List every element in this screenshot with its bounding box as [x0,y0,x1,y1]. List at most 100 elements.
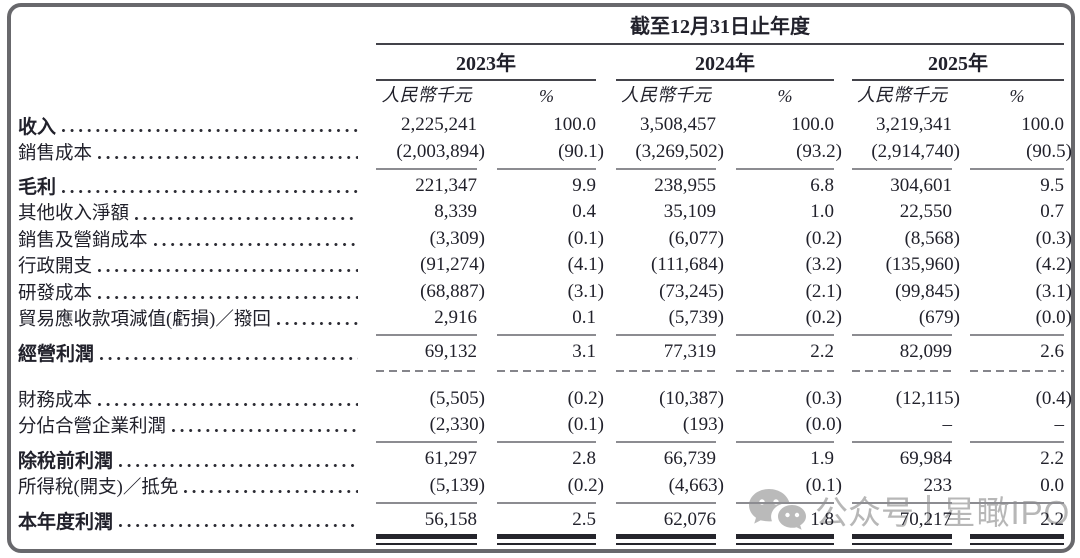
percent-cell: 1.0 [736,199,834,225]
percent-cell: (3.2) [736,252,842,278]
percent-cell: (0.1) [736,473,842,499]
cell-value: (0.4) [1035,387,1072,409]
dashed-rule [497,369,596,372]
double-rule [497,534,596,546]
amount-cell: 22,550 [852,199,952,225]
amount-cell: 62,076 [616,507,716,533]
cell-value: 1.9 [810,448,834,470]
amount-cell: (10,387) [616,386,724,412]
solid-rule [376,167,477,170]
percent-cell: 0.0 [970,473,1064,499]
cell-value: (679) [918,306,960,328]
solid-rule [970,334,1064,337]
year-header-2023: 2023年 [376,45,596,81]
percent-cell: (0.3) [970,226,1072,252]
cell-value: 9.9 [572,174,596,196]
percent-header: % [1009,86,1025,106]
dotted-leader [119,463,358,467]
percent-cell: 2.8 [497,446,596,472]
cell-value: 62,076 [663,509,716,531]
percent-cell: (3.1) [497,278,604,304]
cell-value: 238,955 [654,174,716,196]
cell-value: 3,219,341 [876,114,952,136]
row-label-text: 本年度利潤 [18,511,114,533]
period-title: 截至12月31日止年度 [376,12,1064,45]
amount-cell: (12,115) [852,386,960,412]
solid-rule [736,167,834,170]
watermark: 公众号 星瞰IPO [748,486,1070,534]
percent-cell: 2.2 [970,446,1064,472]
row-label-text: 財務成本 [18,390,93,411]
amount-cell: (73,245) [616,278,724,304]
percent-cell: 1.9 [736,446,834,472]
solid-rule [376,334,477,337]
solid-rule [616,167,716,170]
cell-value: 0.0 [1040,474,1064,496]
cell-value: (3,309) [429,227,485,249]
solid-rule [970,167,1064,170]
cell-value: (0.2) [567,474,604,496]
cell-value: 0.1 [572,306,596,328]
amount-cell: 69,984 [852,446,952,472]
percent-cell: 100.0 [970,112,1064,138]
solid-rule [736,441,834,444]
amount-cell: 61,297 [376,446,477,472]
percent-cell: (3.1) [970,278,1072,304]
row-label: 收入 [18,112,360,138]
solid-rule [376,441,477,444]
amount-cell: (679) [852,305,960,331]
percent-cell: (0.2) [497,386,604,412]
cell-value: 22,550 [899,201,952,223]
watermark-name: 星瞰IPO [942,494,1071,531]
amount-cell: (5,139) [376,473,485,499]
amount-cell: (5,505) [376,386,485,412]
solid-rule [497,441,596,444]
cell-value: 1.8 [810,509,834,531]
amount-cell: (8,568) [852,226,960,252]
cell-value: (73,245) [659,280,724,302]
row-label-text: 銷售及營銷成本 [18,230,148,251]
percent-cell: (0.4) [970,386,1072,412]
cell-value: 100.0 [791,114,834,136]
cell-value: (91,274) [420,254,485,276]
cell-value: (0.3) [1035,227,1072,249]
cell-value: 2.8 [572,448,596,470]
cell-value: 3.1 [572,341,596,363]
year-header-2025: 2025年 [852,45,1064,81]
row-label: 貿易應收款項減值(虧損)／撥回 [18,305,360,331]
cell-value: (111,684) [651,254,724,276]
solid-rule [852,441,952,444]
percent-cell: (0.2) [497,473,604,499]
cell-value: (5,139) [429,474,485,496]
cell-value: (2,914,740) [871,140,960,162]
cell-value: (0.1) [805,474,842,496]
cell-value: 304,601 [890,174,952,196]
cell-value: (5,505) [429,387,485,409]
percent-cell: (0.3) [736,386,842,412]
dotted-leader [184,490,358,494]
solid-rule [497,502,596,505]
solid-rule [616,441,716,444]
cell-value: (3,269,502) [635,140,724,162]
solid-rule [852,334,952,337]
solid-rule [497,167,596,170]
cell-value: – [1054,414,1065,436]
percent-cell: 6.8 [736,173,834,199]
cell-value: (0.0) [805,414,842,436]
cell-value: (10,387) [659,387,724,409]
percent-cell: 0.1 [497,305,596,331]
percent-cell: 2.5 [497,507,596,533]
cell-value: 69,132 [424,341,477,363]
watermark-label: 公众号 [815,494,914,531]
cell-value: 2.6 [1040,341,1064,363]
cell-value: (0.3) [805,387,842,409]
solid-rule [970,502,1064,505]
amount-cell: (5,739) [616,305,724,331]
row-label: 所得稅(開支)／抵免 [18,473,360,499]
cell-value: 2.2 [1040,509,1064,531]
amount-cell: (111,684) [616,252,724,278]
row-label-text: 研發成本 [18,283,93,304]
solid-rule [736,334,834,337]
percent-cell: (2.1) [736,278,842,304]
cell-value: (8,568) [904,227,960,249]
